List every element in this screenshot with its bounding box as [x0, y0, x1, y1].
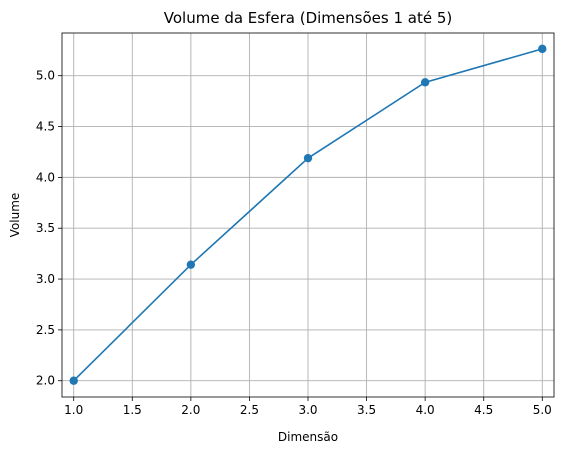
data-point: [538, 44, 547, 54]
chart-title: Volume da Esfera (Dimensões 1 até 5): [164, 9, 452, 27]
y-tick-label: 3.5: [36, 221, 55, 235]
y-tick-label: 2.5: [36, 323, 55, 337]
x-tick-label: 4.5: [474, 403, 493, 417]
data-point: [420, 78, 430, 87]
y-tick-label: 4.5: [36, 120, 55, 134]
data-point: [69, 376, 78, 385]
y-axis-label: Volume: [8, 193, 22, 238]
series-layer: [69, 44, 547, 385]
y-tick-label: 3.0: [36, 272, 55, 286]
y-tick-label: 2.0: [36, 374, 55, 388]
x-tick-label: 3.5: [357, 403, 376, 417]
x-tick-label: 3.0: [298, 403, 317, 417]
x-tick-label: 2.0: [181, 403, 200, 417]
data-point: [303, 153, 313, 163]
y-axis-ticks: 2.0 2.5 3.0 3.5 4.0 4.5 5.0: [36, 69, 62, 388]
x-tick-label: 1.0: [64, 403, 83, 417]
x-tick-label: 5.0: [533, 403, 552, 417]
x-tick-label: 1.5: [123, 403, 142, 417]
grid: [62, 33, 554, 397]
y-tick-label: 5.0: [36, 69, 55, 83]
plot-frame: [61, 32, 555, 398]
x-tick-label: 2.5: [240, 403, 259, 417]
x-axis-label: Dimensão: [278, 430, 338, 444]
x-axis-ticks: 1.0 1.5 2.0 2.5 3.0 3.5 4.0 4.5 5.0: [64, 397, 552, 417]
y-tick-label: 4.0: [36, 170, 55, 184]
data-point: [186, 260, 196, 269]
x-tick-label: 4.0: [416, 403, 435, 417]
